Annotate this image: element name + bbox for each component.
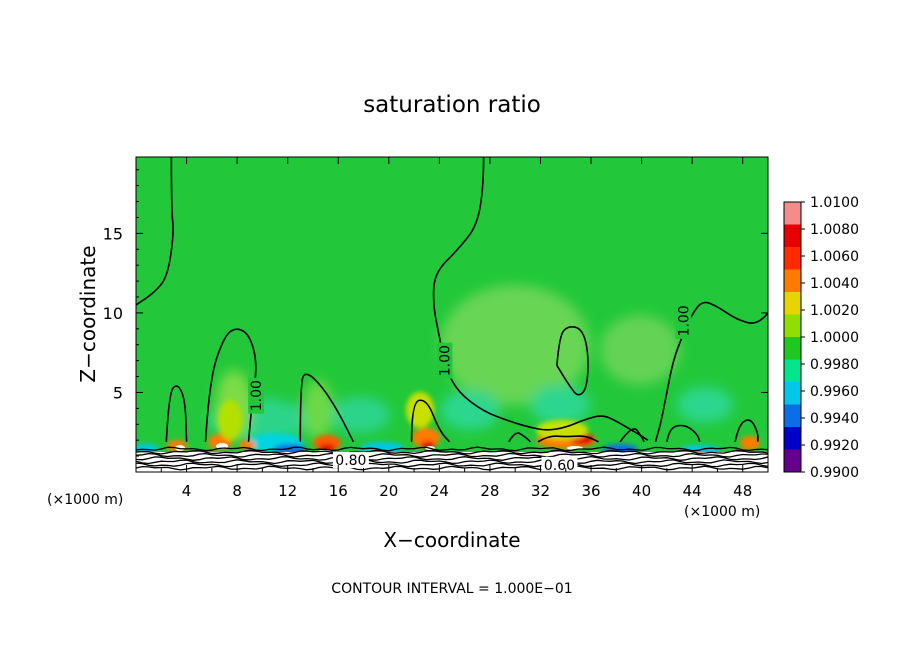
plot-area: 1.00 1.00 1.00 0.80 0.60 [136, 157, 768, 474]
colorbar-band [784, 292, 801, 315]
colorbar-label: 1.0060 [810, 249, 859, 265]
contour-line [136, 452, 768, 458]
lower-contour-lines [136, 446, 768, 471]
x-tick-label: 24 [430, 482, 449, 500]
moist-anomaly [406, 392, 434, 428]
y-tick-label: 5 [113, 383, 123, 402]
colorbar-band [784, 382, 801, 405]
colorbar-label: 0.9980 [810, 357, 859, 373]
colorbar-label: 1.0080 [810, 222, 859, 238]
x-tick-label: 32 [531, 482, 550, 500]
moist-region [440, 285, 590, 405]
colorbar-band [784, 359, 801, 383]
contour-line [165, 385, 188, 442]
y-axis: 5 10 15 [103, 169, 768, 457]
moist-anomaly [218, 400, 242, 440]
dry-region [440, 390, 500, 430]
contour-labels: 1.00 1.00 1.00 0.80 0.60 [248, 302, 692, 474]
contour-interval-note: CONTOUR INTERVAL = 1.000E−01 [331, 581, 572, 597]
contour-line [508, 432, 531, 443]
contour-label-bg [541, 456, 578, 472]
colorbar-band [784, 269, 801, 293]
contour-line [299, 373, 355, 443]
contour-line [619, 428, 645, 443]
contour-label: 1.00 [249, 380, 265, 411]
colorbar-label: 1.0100 [810, 195, 859, 211]
contour-label-bg [248, 377, 265, 414]
contour-line [136, 449, 768, 455]
contour-line [136, 455, 768, 461]
contour-line [136, 462, 768, 468]
colorbar-label: 1.0000 [810, 330, 859, 346]
colorbar-band [784, 337, 801, 360]
moist-anomaly [536, 420, 588, 440]
plot-frame [135, 156, 769, 473]
colorbar-band [784, 449, 801, 473]
x-tick-label: 20 [379, 482, 398, 500]
x-tick-label: 36 [581, 482, 600, 500]
field-shading [208, 285, 733, 442]
contour-line [666, 424, 701, 443]
colorbar-band [784, 202, 801, 225]
colorbar-label: 0.9940 [810, 411, 859, 427]
y-axis-label: Z−coordinate [76, 245, 100, 382]
contour-label: 1.00 [676, 305, 692, 336]
colorbar-band [784, 314, 801, 338]
x-tick-label: 12 [278, 482, 297, 500]
dry-region [530, 385, 590, 425]
contour-line [136, 459, 768, 465]
moist-region [600, 315, 680, 385]
x-axis-label: X−coordinate [383, 528, 520, 552]
contour-line [537, 435, 599, 443]
contour-line [136, 465, 768, 471]
contour-line [432, 157, 649, 441]
contour-line [136, 157, 174, 306]
cloud-patch [175, 445, 185, 451]
contour-label: 0.80 [335, 453, 366, 469]
contour-line [136, 446, 768, 452]
contour-line [556, 326, 589, 396]
x-unit-right: (×1000 m) [684, 504, 760, 520]
x-axis: 4 8 12 16 20 24 28 32 36 40 44 48 [160, 157, 752, 500]
colorbar-band [784, 404, 801, 428]
moist-region [303, 380, 333, 440]
contour-label: 0.60 [544, 458, 575, 474]
contour-label-bg [332, 452, 369, 469]
x-tick-label: 48 [733, 482, 752, 500]
chart-title: saturation ratio [363, 92, 541, 118]
x-tick-label: 44 [683, 482, 702, 500]
contour-label-bg [675, 302, 692, 339]
y-tick-label: 15 [103, 224, 123, 243]
dry-region [677, 387, 733, 423]
x-unit-left: (×1000 m) [47, 492, 123, 508]
x-tick-label: 4 [182, 482, 192, 500]
x-tick-label: 28 [480, 482, 499, 500]
colorbar-band [784, 247, 801, 270]
colorbar-label: 1.0040 [810, 276, 859, 292]
colorbar-band [784, 427, 801, 450]
contour-label: 1.00 [437, 345, 453, 376]
contour-line [410, 399, 451, 443]
moist-anomaly [740, 436, 760, 450]
colorbar: 1.0100 1.0080 1.0060 1.0040 1.0020 1.0000 0.99… [783, 195, 859, 481]
y-tick-label: 10 [103, 304, 123, 323]
x-tick-label: 16 [329, 482, 348, 500]
colorbar-label: 0.9960 [810, 384, 859, 400]
contour-label-bg [436, 342, 453, 379]
contour-line [734, 419, 759, 442]
colorbar-band [784, 224, 801, 248]
x-tick-label: 8 [232, 482, 242, 500]
x-tick-label: 40 [632, 482, 651, 500]
colorbar-label: 1.0020 [810, 303, 859, 319]
colorbar-label: 0.9900 [810, 465, 859, 481]
colorbar-label: 0.9920 [810, 438, 859, 454]
